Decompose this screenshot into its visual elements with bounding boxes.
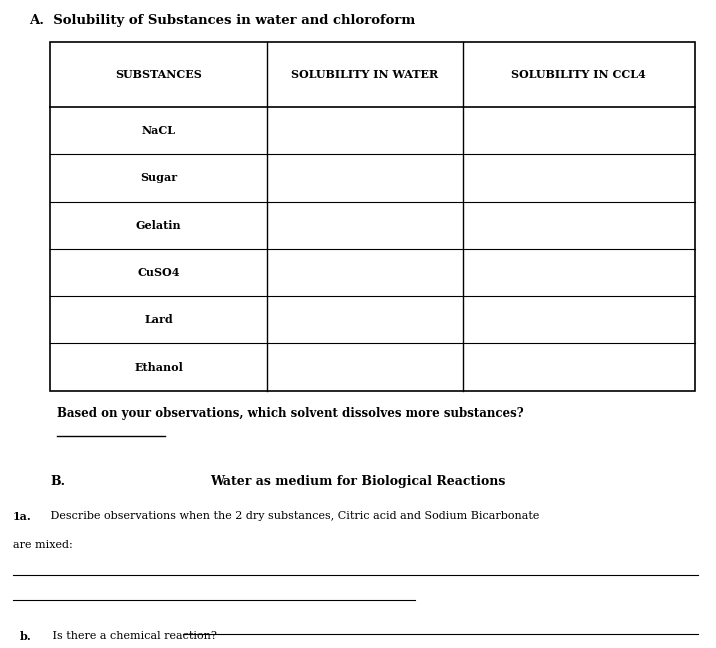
- Text: Is there a chemical reaction?: Is there a chemical reaction?: [49, 631, 220, 641]
- Text: Lard: Lard: [145, 314, 173, 325]
- Text: are mixed:: are mixed:: [13, 540, 72, 550]
- Text: Based on your observations, which solvent dissolves more substances?: Based on your observations, which solven…: [57, 407, 524, 420]
- Bar: [50, 42, 695, 391]
- Text: Water as medium for Biological Reactions: Water as medium for Biological Reactions: [211, 475, 505, 488]
- Text: Sugar: Sugar: [140, 172, 178, 183]
- Text: SOLUBILITY IN CCL4: SOLUBILITY IN CCL4: [511, 69, 646, 80]
- Text: Describe observations when the 2 dry substances, Citric acid and Sodium Bicarbon: Describe observations when the 2 dry sub…: [47, 511, 539, 520]
- Text: B.: B.: [50, 475, 65, 488]
- Text: Gelatin: Gelatin: [136, 220, 182, 231]
- Text: NaCL: NaCL: [142, 125, 175, 136]
- Text: CuSO4: CuSO4: [137, 267, 180, 278]
- Text: 1a.: 1a.: [13, 511, 32, 522]
- Text: b.: b.: [20, 631, 32, 642]
- Text: SUBSTANCES: SUBSTANCES: [115, 69, 202, 80]
- Text: A.  Solubility of Substances in water and chloroform: A. Solubility of Substances in water and…: [29, 14, 415, 27]
- Text: Ethanol: Ethanol: [135, 362, 183, 373]
- Text: SOLUBILITY IN WATER: SOLUBILITY IN WATER: [291, 69, 438, 80]
